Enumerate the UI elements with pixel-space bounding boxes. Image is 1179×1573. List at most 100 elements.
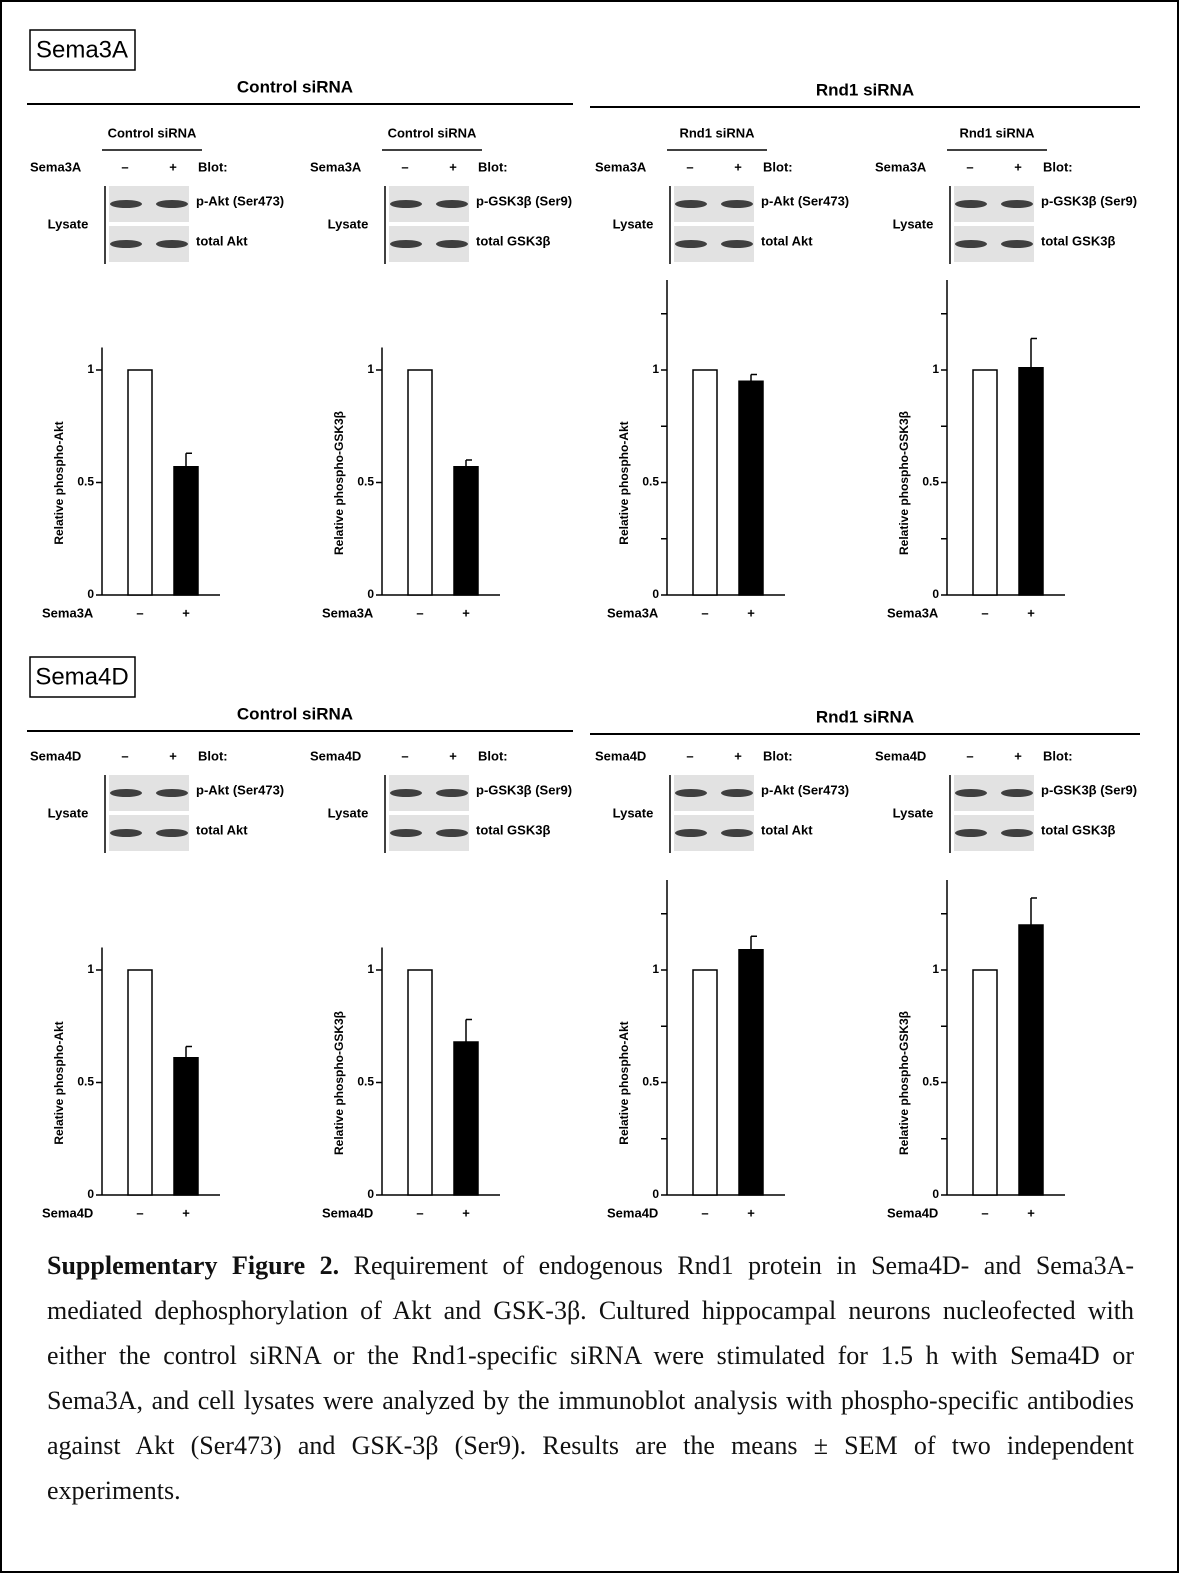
- caption-title: Supplementary Figure 2.: [47, 1251, 339, 1280]
- band-label: p-GSK3β (Ser9): [1041, 193, 1137, 208]
- band-label: p-Akt (Ser473): [761, 782, 849, 797]
- band: [156, 829, 188, 837]
- band-label: total GSK3β: [476, 822, 550, 837]
- band-label: total Akt: [196, 233, 248, 248]
- blot-label: Blot:: [478, 748, 508, 763]
- blot-header: Rnd1 siRNA: [959, 125, 1035, 140]
- y-tick-label: 1: [367, 962, 374, 976]
- band: [955, 829, 987, 837]
- section-label: Sema4D: [35, 663, 128, 690]
- band: [390, 240, 422, 248]
- treatment-label: Sema4D: [595, 748, 646, 763]
- x-axis-title: Sema3A: [887, 605, 939, 620]
- y-tick-label: 1: [87, 362, 94, 376]
- y-tick-label: 1: [652, 362, 659, 376]
- y-tick-label: 0: [87, 1187, 94, 1201]
- blot-label: Blot:: [1043, 159, 1073, 174]
- x-tick-label: –: [701, 605, 708, 620]
- band: [721, 240, 753, 248]
- y-axis-title: Relative phospho-Akt: [617, 1021, 631, 1144]
- group-title: Control siRNA: [237, 704, 353, 723]
- x-tick-label: +: [182, 605, 190, 620]
- blot-label: Blot:: [198, 159, 228, 174]
- treatment-label: Sema3A: [595, 159, 647, 174]
- band: [721, 789, 753, 797]
- blot-label: Blot:: [763, 748, 793, 763]
- band: [436, 789, 468, 797]
- band-label: total GSK3β: [1041, 233, 1115, 248]
- y-tick-label: 1: [652, 962, 659, 976]
- bar: [174, 467, 198, 595]
- y-tick-label: 0.5: [357, 475, 374, 489]
- band-label: p-GSK3β (Ser9): [1041, 782, 1137, 797]
- minus-label: –: [966, 748, 973, 763]
- x-axis-title: Sema3A: [322, 605, 374, 620]
- error-bar: [751, 936, 757, 950]
- error-bar: [1031, 339, 1037, 368]
- bar: [693, 970, 717, 1195]
- band: [110, 829, 142, 837]
- lysate-label: Lysate: [328, 805, 369, 820]
- caption: Supplementary Figure 2. Requirement of e…: [47, 1243, 1134, 1513]
- minus-label: –: [686, 748, 693, 763]
- band: [675, 829, 707, 837]
- minus-label: –: [401, 159, 408, 174]
- plus-label: +: [1014, 748, 1022, 763]
- band-label: total Akt: [196, 822, 248, 837]
- bar: [973, 970, 997, 1195]
- blot-label: Blot:: [478, 159, 508, 174]
- bar: [128, 970, 152, 1195]
- minus-label: –: [121, 748, 128, 763]
- bar: [739, 950, 763, 1195]
- x-axis-title: Sema3A: [607, 605, 659, 620]
- band: [110, 240, 142, 248]
- group-title: Rnd1 siRNA: [816, 707, 914, 726]
- bar: [1019, 925, 1043, 1195]
- x-axis-title: Sema4D: [887, 1205, 938, 1220]
- band-label: p-Akt (Ser473): [196, 193, 284, 208]
- lysate-label: Lysate: [613, 805, 654, 820]
- bar: [454, 467, 478, 595]
- band-label: p-GSK3β (Ser9): [476, 193, 572, 208]
- band-label: p-Akt (Ser473): [761, 193, 849, 208]
- plus-label: +: [734, 159, 742, 174]
- x-tick-label: –: [981, 1205, 988, 1220]
- band: [436, 829, 468, 837]
- bar: [739, 381, 763, 595]
- y-tick-label: 0.5: [642, 1075, 659, 1089]
- y-axis-title: Relative phospho-GSK3β: [332, 411, 346, 555]
- band: [955, 789, 987, 797]
- error-bar: [1031, 898, 1037, 925]
- x-tick-label: +: [747, 605, 755, 620]
- error-bar: [186, 1047, 192, 1058]
- x-tick-label: +: [1027, 1205, 1035, 1220]
- lysate-label: Lysate: [893, 805, 934, 820]
- minus-label: –: [686, 159, 693, 174]
- band: [390, 829, 422, 837]
- band: [156, 789, 188, 797]
- y-tick-label: 0.5: [357, 1075, 374, 1089]
- band: [436, 200, 468, 208]
- band: [675, 789, 707, 797]
- blot-header: Control siRNA: [388, 125, 477, 140]
- lysate-label: Lysate: [48, 805, 89, 820]
- band-label: total GSK3β: [1041, 822, 1115, 837]
- treatment-label: Sema4D: [30, 748, 81, 763]
- y-tick-label: 1: [87, 962, 94, 976]
- y-tick-label: 0.5: [922, 1075, 939, 1089]
- bar: [128, 370, 152, 595]
- plus-label: +: [449, 159, 457, 174]
- y-tick-label: 0: [367, 587, 374, 601]
- blot-header: Rnd1 siRNA: [679, 125, 755, 140]
- treatment-label: Sema3A: [310, 159, 362, 174]
- band: [110, 789, 142, 797]
- y-tick-label: 0: [87, 587, 94, 601]
- lysate-label: Lysate: [893, 216, 934, 231]
- band: [156, 200, 188, 208]
- error-bar: [751, 375, 757, 382]
- blot-label: Blot:: [1043, 748, 1073, 763]
- bar: [1019, 368, 1043, 595]
- band: [390, 200, 422, 208]
- y-tick-label: 0: [932, 587, 939, 601]
- x-tick-label: +: [462, 605, 470, 620]
